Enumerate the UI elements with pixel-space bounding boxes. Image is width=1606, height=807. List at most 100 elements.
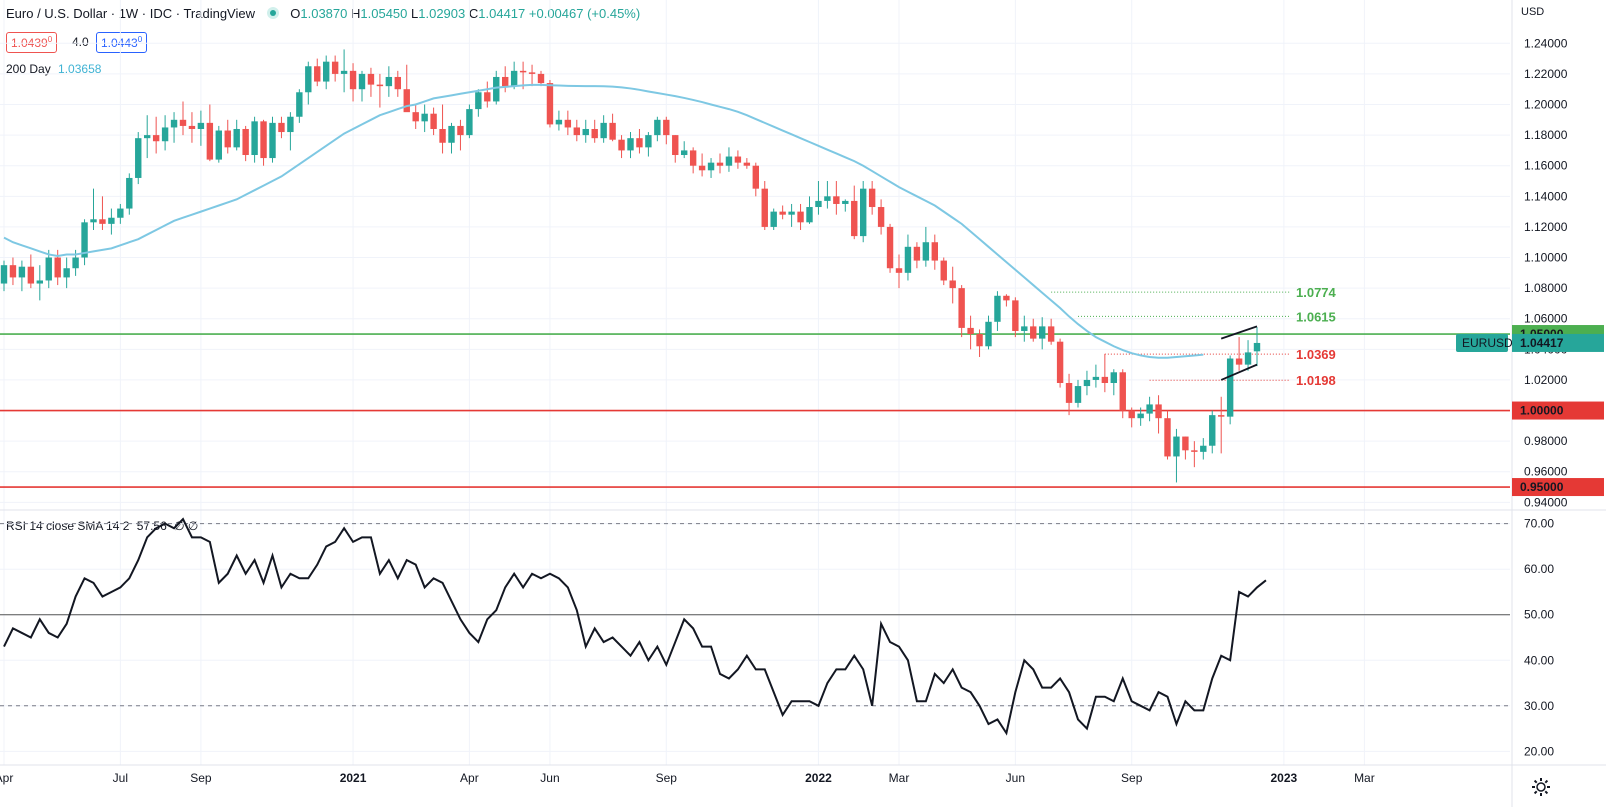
candle-body <box>976 334 983 347</box>
candle-body <box>9 265 17 278</box>
candle-body <box>681 150 688 156</box>
candle-body <box>591 128 598 139</box>
candle-body <box>564 119 572 128</box>
candle-body <box>528 72 536 74</box>
candle-body <box>1235 358 1243 365</box>
candle-body <box>1244 352 1252 365</box>
candle-body <box>358 73 366 90</box>
price-axis-tick: 1.12000 <box>1524 220 1568 234</box>
candle-body <box>224 130 231 148</box>
candle-body <box>931 242 938 261</box>
candle-body <box>698 165 706 171</box>
currency-label[interactable]: USD <box>1521 6 1545 18</box>
candle-body <box>672 135 679 156</box>
candle-body <box>985 321 992 347</box>
candle-body <box>367 73 375 85</box>
candle-body <box>117 208 124 218</box>
candle-body <box>600 122 607 139</box>
candle-body <box>1119 372 1126 411</box>
candle-body <box>904 246 912 273</box>
candle-body <box>743 162 751 166</box>
candle-body <box>412 112 419 122</box>
ohlc-o-label: O <box>290 6 301 21</box>
candle-body <box>1039 326 1046 339</box>
ohlc-h-label: H <box>351 6 361 21</box>
price-axis-tick: 0.98000 <box>1524 434 1568 448</box>
candle-body <box>72 257 79 269</box>
candle-body <box>582 128 589 136</box>
annotation-label: 1.0774 <box>1296 285 1337 300</box>
candle-body <box>1226 358 1234 417</box>
candle-body <box>403 89 410 113</box>
candle-body <box>144 135 151 139</box>
time-axis-tick: Mar <box>889 771 910 785</box>
candle-body <box>135 138 142 178</box>
candle-body <box>323 61 330 82</box>
ma-200-line <box>3 83 1204 359</box>
candle-body <box>761 188 768 227</box>
ohlc-l-label: L <box>411 6 419 21</box>
settings-gear-icon[interactable] <box>1530 776 1552 798</box>
candle-body <box>716 162 724 166</box>
level-price-tag <box>1512 401 1604 420</box>
candle-body <box>1146 404 1153 414</box>
candle-body <box>663 119 670 136</box>
time-axis-tick: 2022 <box>805 771 832 785</box>
candle-body <box>170 119 178 128</box>
candle-body <box>269 122 276 159</box>
candle-body <box>45 257 52 281</box>
candle-body <box>1191 450 1198 452</box>
candle-body <box>376 84 384 87</box>
candle-body <box>466 109 473 136</box>
candle-body <box>1164 418 1171 457</box>
level-price-tag-text: 0.95000 <box>1520 480 1564 494</box>
annotation-label: 1.0369 <box>1296 347 1336 362</box>
rsi-axis-tick: 60.00 <box>1524 562 1554 576</box>
time-axis-tick: Jul <box>113 771 128 785</box>
chart-title-row: Euro / U.S. Dollar · 1W · IDC · TradingV… <box>6 6 640 21</box>
candle-body <box>430 113 437 129</box>
candle-body <box>1200 445 1207 452</box>
candle-body <box>1083 379 1091 387</box>
time-axis-tick: 2023 <box>1270 771 1297 785</box>
candle-body <box>1056 341 1064 383</box>
price-axis-tick: 1.02000 <box>1524 373 1568 387</box>
candle-body <box>1173 436 1180 457</box>
ma-legend-label: 200 Day <box>6 62 51 76</box>
candle-body <box>922 242 930 261</box>
candle-body <box>689 150 697 166</box>
candle-body <box>1021 326 1028 331</box>
annotation-label: 1.0615 <box>1296 309 1336 324</box>
candle-body <box>439 128 446 143</box>
time-axis-tick: Jun <box>540 771 559 785</box>
candle-body <box>636 138 643 148</box>
symbol-title[interactable]: Euro / U.S. Dollar · 1W · IDC · TradingV… <box>6 6 255 21</box>
candle-body <box>967 327 974 335</box>
time-axis-tick: 2021 <box>340 771 367 785</box>
candle-body <box>618 139 625 151</box>
candle-body <box>1047 326 1055 342</box>
candle-body <box>860 188 867 237</box>
candle-body <box>331 61 339 74</box>
last-price-tag-text: 1.04417 <box>1520 336 1564 350</box>
candle-body <box>895 268 903 273</box>
candle-body <box>1218 415 1225 417</box>
candle-body <box>260 121 267 159</box>
candle-body <box>994 295 1001 322</box>
candle-body <box>27 266 35 284</box>
candle-body <box>493 76 500 102</box>
candle-body <box>179 119 187 126</box>
candle-body <box>752 165 759 189</box>
candle-body <box>940 260 947 281</box>
candle-body <box>1065 382 1073 403</box>
candle-body <box>851 200 858 237</box>
candle-body <box>296 92 303 117</box>
candle-body <box>287 116 294 133</box>
candle-body <box>1074 386 1082 403</box>
candle-body <box>725 156 733 166</box>
ma-legend[interactable]: 200 Day 1.03658 <box>6 62 101 76</box>
time-axis-tick: Apr <box>460 771 479 785</box>
spread-value: 4.0 <box>72 35 89 49</box>
candle-body <box>949 280 956 289</box>
